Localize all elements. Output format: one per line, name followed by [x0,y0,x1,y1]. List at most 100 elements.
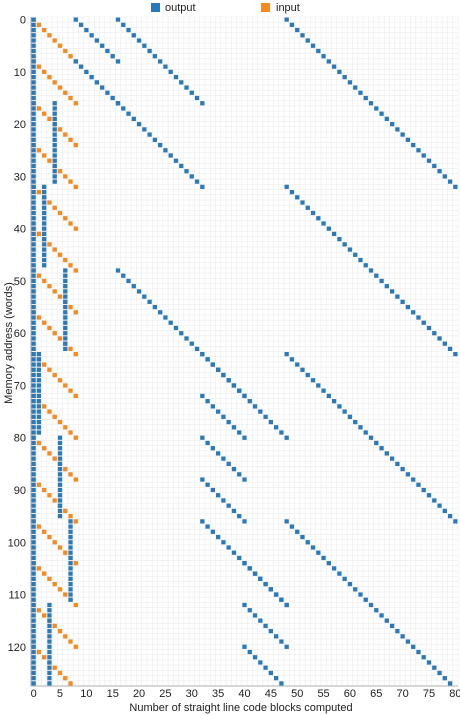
output-cell [358,90,363,95]
input-cell [36,22,42,27]
output-cell [284,644,289,649]
output-cell [31,174,36,179]
output-cell [321,555,326,561]
output-cell [221,372,226,378]
output-cell [258,618,263,623]
output-cell [57,461,63,466]
output-cell [432,163,437,169]
x-tick-label: 50 [291,688,303,700]
output-cell [31,383,36,388]
input-cell [36,273,42,278]
input-cell [73,644,78,649]
output-cell [289,524,295,529]
output-cell [226,503,231,508]
output-cell [31,320,36,325]
input-cell [42,487,47,493]
output-cell [437,670,442,676]
output-cell [52,163,57,169]
output-cell [200,519,205,524]
output-cell [89,74,94,80]
output-cell [47,623,52,629]
output-cell [31,169,36,174]
output-cell [358,257,363,263]
output-cell [263,665,268,670]
output-cell [31,665,36,670]
output-cell [136,289,142,294]
input-cell [68,514,73,519]
output-cell [168,153,173,158]
output-cell [121,22,126,27]
output-cell [405,304,411,310]
output-cell [31,456,36,461]
input-cell [73,519,78,524]
output-cell [237,555,242,561]
output-cell [31,268,36,273]
output-cell [52,148,57,153]
output-cell [31,367,36,372]
output-cell [184,336,189,341]
output-cell [31,629,36,634]
output-cell [47,634,52,639]
output-cell [52,127,57,132]
output-cell [36,383,42,388]
output-cell [200,477,205,482]
output-cell [105,90,110,95]
output-cell [347,80,353,85]
output-cell [52,153,57,158]
output-cell [31,247,36,252]
output-cell [47,649,52,655]
output-cell [31,634,36,639]
output-cell [36,425,42,430]
input-cell [57,43,63,48]
input-cell [63,174,68,179]
input-cell [52,205,57,210]
output-cell [374,106,379,111]
input-cell [68,430,73,435]
input-cell [47,493,52,498]
output-cell [42,184,47,189]
output-cell [31,414,36,419]
output-cell [31,576,36,581]
input-cell [52,80,57,85]
output-cell [31,393,36,399]
output-cell [31,550,36,555]
output-cell [210,404,215,409]
output-cell [421,153,426,158]
output-cell [200,352,205,357]
output-cell [368,435,374,440]
output-cell [63,310,68,315]
input-cell [36,231,42,237]
input-cell [47,74,52,80]
output-cell [68,519,73,524]
output-cell [242,477,247,482]
output-cell [437,169,442,174]
output-cell [52,137,57,142]
output-cell [94,38,100,43]
output-cell [200,184,205,189]
output-cell [316,383,321,388]
output-cell [68,592,73,597]
output-cell [31,482,36,487]
output-cell [252,655,258,660]
x-tick-label: 45 [265,688,277,700]
y-tick-label: 120 [8,642,26,654]
input-cell [42,69,47,74]
output-cell [121,106,126,111]
output-cell [31,158,36,163]
output-cell [31,54,36,59]
output-cell [252,613,258,618]
output-cell [200,393,205,399]
output-cell [421,320,426,325]
output-cell [184,85,189,90]
output-cell [205,357,210,362]
input-cell [73,561,78,566]
output-cell [42,210,47,216]
output-cell [42,189,47,195]
input-cell [42,362,47,367]
output-cell [226,461,231,466]
output-cell [368,268,374,273]
y-tick-label: 90 [14,485,26,497]
output-cell [31,477,36,482]
output-cell [337,571,342,576]
output-cell [363,263,368,268]
